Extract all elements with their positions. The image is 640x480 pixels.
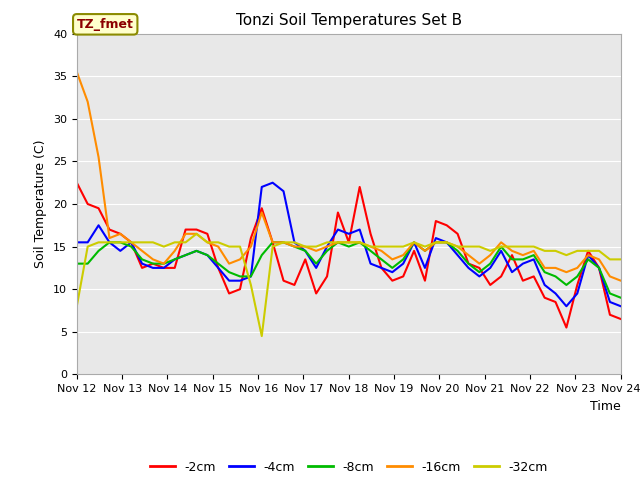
Y-axis label: Soil Temperature (C): Soil Temperature (C) [35,140,47,268]
Text: TZ_fmet: TZ_fmet [77,18,134,31]
X-axis label: Time: Time [590,400,621,413]
Legend: -2cm, -4cm, -8cm, -16cm, -32cm: -2cm, -4cm, -8cm, -16cm, -32cm [145,456,553,479]
Title: Tonzi Soil Temperatures Set B: Tonzi Soil Temperatures Set B [236,13,462,28]
